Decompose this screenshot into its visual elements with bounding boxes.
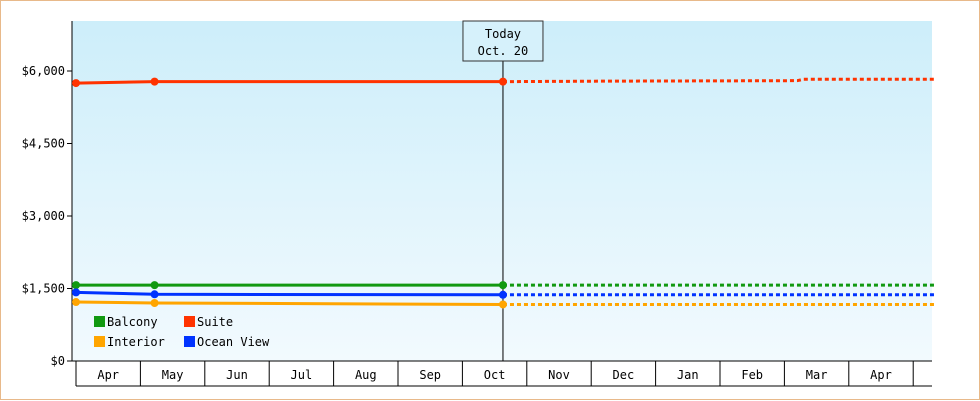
series-suite-point — [150, 77, 159, 86]
series-suite-point — [72, 79, 80, 88]
today-label-date: Oct. 20 — [478, 44, 529, 58]
series-ocean-view-point — [150, 290, 159, 299]
y-tick-label: $4,500 — [22, 137, 65, 151]
series-balcony-point — [72, 281, 80, 290]
legend-swatch-balcony — [94, 316, 105, 327]
legend-swatch-interior — [94, 336, 105, 347]
series-ocean-view-point — [72, 288, 80, 297]
month-label: Aug — [355, 368, 377, 382]
legend-label-suite: Suite — [197, 315, 233, 329]
legend-label-ocean-view: Ocean View — [197, 335, 270, 349]
month-label: Dec — [613, 368, 635, 382]
y-tick-label: $3,000 — [22, 209, 65, 223]
y-tick-label: $0 — [51, 354, 65, 368]
month-label: Sep — [419, 368, 441, 382]
month-label: Jun — [226, 368, 248, 382]
series-balcony-point — [498, 281, 507, 290]
month-label: Jul — [291, 368, 313, 382]
month-label: Oct — [484, 368, 506, 382]
legend-swatch-ocean-view — [184, 336, 195, 347]
series-suite-line — [75, 80, 503, 85]
series-interior-point — [150, 299, 159, 307]
series-balcony-point — [150, 281, 159, 290]
month-label: Nov — [548, 368, 570, 382]
plot-area — [72, 21, 932, 361]
today-label-box — [462, 20, 544, 62]
month-label: Jan — [677, 368, 699, 382]
month-label: Apr — [97, 368, 119, 382]
x-axis: Apr May Jun Jul Aug Sep Oct Nov Dec Jan Feb Mar Apr — [72, 360, 932, 387]
y-tick-label: $6,000 — [22, 64, 65, 78]
y-axis: $0 $1,500 $3,000 $4,500 $6,000 — [22, 21, 73, 368]
legend: Balcony Suite Interior Ocean View — [94, 315, 270, 349]
series-suite-point — [498, 77, 507, 86]
series-ocean-view-point — [498, 290, 507, 299]
series-layer — [72, 77, 936, 309]
legend-swatch-suite — [184, 316, 195, 327]
y-tick-label: $1,500 — [22, 282, 65, 296]
series-interior-point — [498, 300, 507, 309]
month-label: Feb — [741, 368, 763, 382]
series-interior-point — [72, 298, 80, 307]
month-label: Apr — [870, 368, 892, 382]
legend-label-balcony: Balcony — [107, 315, 158, 329]
today-label-line1: Today — [485, 27, 521, 41]
today-marker: Today Oct. 20 — [462, 20, 544, 361]
series-suite-projection — [502, 77, 936, 84]
legend-label-interior: Interior — [107, 335, 165, 349]
month-label: Mar — [806, 368, 828, 382]
month-label: May — [162, 368, 184, 382]
